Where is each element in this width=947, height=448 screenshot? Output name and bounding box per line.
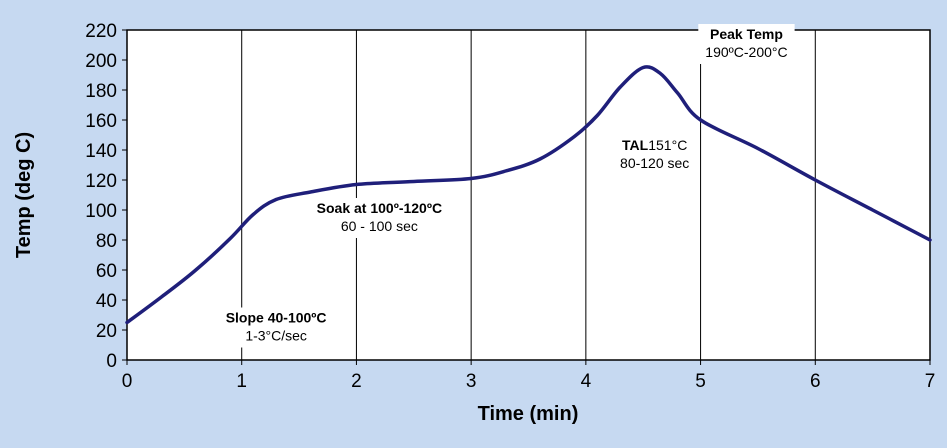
gridlines <box>122 29 931 365</box>
annotation-label: TAL151°C 80-120 sec <box>613 135 697 175</box>
y-tick-label: 220 <box>85 21 117 42</box>
y-tick-label: 0 <box>106 351 117 372</box>
annotation-title: TAL151°C <box>622 137 687 153</box>
y-tick-label: 60 <box>96 261 117 282</box>
annotation-label: Slope 40-100ºC 1-3°C/sec <box>218 307 334 348</box>
annotation-label: Soak at 100º-120ºC 60 - 100 sec <box>309 198 450 238</box>
x-tick-label: 6 <box>810 371 821 392</box>
x-tick-label: 0 <box>122 371 133 392</box>
annotation-title-bold: Peak Temp <box>710 26 783 42</box>
y-tick-label: 200 <box>85 51 117 72</box>
x-tick-labels: 0 1 2 3 4 5 6 7 <box>122 371 936 392</box>
x-axis-title: Time (min) <box>478 403 579 425</box>
x-tick-label: 5 <box>695 371 706 392</box>
y-tick-label: 160 <box>85 111 117 132</box>
y-tick-label: 100 <box>85 201 117 222</box>
annotation-title-bold: Slope 40-100ºC <box>226 310 327 326</box>
y-tick-label: 20 <box>96 321 117 342</box>
annotations: Slope 40-100ºC 1-3°C/sec Soak at 100º-120º… <box>218 24 795 348</box>
annotation-title-rest: 151°C <box>648 137 687 153</box>
y-tick-label: 120 <box>85 171 117 192</box>
annotation-background <box>698 24 795 64</box>
x-tick-label: 2 <box>351 371 362 392</box>
y-tick-labels: 0 20 40 60 80 100 120 140 160 180 200 220 <box>85 21 117 372</box>
y-axis-title: Temp (deg C) <box>13 132 35 258</box>
temperature-curve <box>125 65 932 325</box>
x-tick-label: 4 <box>581 371 592 392</box>
annotation-label: Peak Temp 190ºC-200°C <box>698 24 795 64</box>
annotation-detail: 60 - 100 sec <box>341 218 418 234</box>
annotation-title: Soak at 100º-120ºC <box>317 200 442 216</box>
annotation-background <box>613 135 697 175</box>
y-tick-label: 180 <box>85 81 117 102</box>
x-tick-label: 1 <box>236 371 247 392</box>
annotation-title: Peak Temp <box>710 26 783 42</box>
y-tick-label: 80 <box>96 231 117 252</box>
x-tick-label: 7 <box>925 371 936 392</box>
annotation-title-bold: TAL <box>622 137 649 153</box>
annotation-background <box>218 307 334 348</box>
annotation-detail: 190ºC-200°C <box>705 44 787 60</box>
plot-area <box>126 29 931 361</box>
annotation-title-bold: Soak at 100º-120ºC <box>317 200 442 216</box>
y-tick-label: 40 <box>96 291 117 312</box>
y-tick-label: 140 <box>85 141 117 162</box>
annotation-detail: 80-120 sec <box>620 155 689 171</box>
annotation-title: Slope 40-100ºC <box>226 310 327 326</box>
annotation-background <box>309 198 450 238</box>
x-tick-label: 3 <box>466 371 477 392</box>
annotation-detail: 1-3°C/sec <box>245 328 307 344</box>
